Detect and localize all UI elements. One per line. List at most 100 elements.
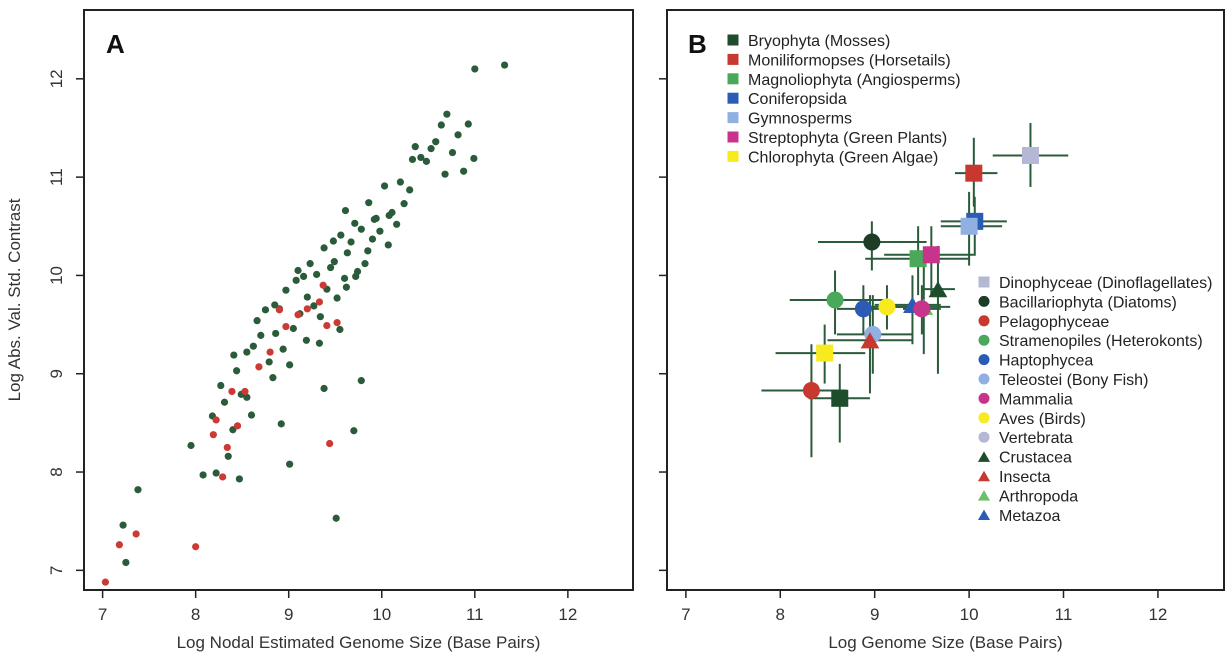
panel-a-x-tick-label: 11 — [466, 605, 484, 624]
data-point-marker — [854, 300, 872, 318]
data-point-marker — [928, 281, 948, 298]
data-point-marker — [965, 164, 983, 182]
scatter-point — [326, 439, 334, 448]
panel-b: 7 8 9 10 11 12 Bryophyta (Mosses) Moniliformop… — [659, 9, 1225, 652]
scatter-point — [437, 121, 445, 129]
scatter-point — [294, 266, 302, 275]
legend-label: Bacillariophyta (Diatoms) — [999, 294, 1177, 311]
scatter-point — [310, 302, 318, 310]
legend-marker — [727, 150, 739, 162]
scatter-point — [277, 420, 285, 428]
legend-label: Coniferopsida — [748, 91, 847, 108]
legend-marker — [978, 315, 990, 327]
scatter-point — [384, 241, 392, 249]
legend-marker — [727, 131, 739, 143]
scatter-point — [332, 514, 340, 522]
legend-label: Metazoa — [999, 508, 1060, 525]
scatter-point — [454, 131, 462, 139]
legend-label: Aves (Birds) — [999, 411, 1086, 428]
scatter-point — [333, 294, 341, 302]
scatter-point — [249, 342, 257, 350]
scatter-point — [357, 377, 365, 385]
scatter-point — [266, 348, 274, 356]
scatter-point — [303, 293, 311, 301]
scatter-point — [282, 322, 290, 331]
scatter-point — [255, 363, 263, 371]
panel-b-x-tick-label: 10 — [960, 605, 979, 624]
data-point-marker — [826, 291, 844, 309]
scatter-point — [134, 486, 142, 494]
legend-label: Crustacea — [999, 450, 1072, 467]
scatter-point — [300, 272, 308, 281]
legend-marker — [727, 112, 739, 124]
scatter-point — [282, 286, 290, 294]
scatter-point — [272, 329, 280, 338]
scatter-point — [422, 157, 431, 165]
panel-a-x-tick-label: 9 — [284, 605, 293, 624]
scatter-point — [286, 361, 294, 369]
legend-label: Vertebrata — [999, 430, 1073, 447]
scatter-point — [393, 220, 401, 228]
scatter-point — [432, 138, 440, 146]
panel-a-y-tick-label: 11 — [47, 168, 66, 186]
scatter-point — [326, 263, 335, 272]
scatter-point — [115, 541, 123, 549]
scatter-point — [351, 219, 359, 227]
scatter-point — [286, 460, 294, 468]
data-point-marker — [863, 233, 881, 251]
scatter-point — [223, 443, 231, 452]
scatter-point — [313, 270, 321, 279]
scatter-point — [233, 422, 242, 430]
scatter-point — [471, 65, 479, 73]
scatter-point — [376, 227, 384, 235]
panel-a-x-tick-label: 10 — [372, 605, 391, 624]
scatter-point — [235, 475, 243, 483]
data-point-marker — [909, 250, 927, 268]
panel-a-x-tick-label: 8 — [191, 605, 200, 624]
scatter-point — [212, 416, 220, 424]
scatter-point — [385, 211, 393, 220]
scatter-point — [460, 167, 468, 175]
scatter-point — [316, 313, 324, 321]
panel-a-ticks: 7 8 9 10 11 12 7 8 9 10 11 12 — [47, 69, 577, 624]
scatter-point — [320, 244, 328, 252]
scatter-point — [320, 384, 328, 393]
legend-marker — [978, 412, 990, 424]
panel-b-x-tick-label: 12 — [1148, 605, 1167, 624]
scatter-point — [464, 120, 472, 128]
scatter-point — [341, 206, 350, 215]
scatter-point — [342, 283, 351, 291]
panel-b-x-axis-title: Log Genome Size (Base Pairs) — [828, 633, 1062, 652]
scatter-point — [323, 321, 331, 330]
panel-b-x-tick-label: 9 — [870, 605, 879, 624]
legend-marker — [977, 490, 991, 501]
panel-b-label: B — [688, 29, 707, 59]
panel-b-x-tick-label: 8 — [776, 605, 785, 624]
legend-label: Haptophycea — [999, 353, 1093, 370]
legend-marker — [977, 509, 991, 521]
scatter-point — [365, 199, 373, 207]
scatter-point — [417, 153, 425, 162]
scatter-point — [352, 272, 360, 281]
scatter-point — [253, 317, 261, 325]
legend-marker — [978, 373, 990, 385]
scatter-point — [233, 367, 241, 375]
scatter-point — [357, 225, 365, 233]
scatter-point — [230, 351, 238, 359]
panel-a-y-tick-label: 12 — [47, 69, 66, 88]
scatter-point — [400, 200, 408, 208]
legend-marker — [978, 295, 990, 307]
scatter-point — [350, 427, 358, 435]
legend-marker — [978, 334, 990, 346]
scatter-point — [343, 249, 351, 257]
panel-a-x-axis-title: Log Nodal Estimated Genome Size (Base Pa… — [177, 633, 541, 652]
scatter-point — [411, 143, 419, 151]
legend-marker — [727, 34, 739, 46]
scatter-point — [241, 387, 249, 396]
legend-marker — [978, 392, 990, 404]
scatter-point — [212, 469, 220, 477]
scatter-point — [269, 374, 277, 382]
panel-a-label: A — [106, 29, 125, 59]
scatter-point — [220, 398, 229, 406]
legend-label: Stramenopiles (Heterokonts) — [999, 333, 1203, 350]
